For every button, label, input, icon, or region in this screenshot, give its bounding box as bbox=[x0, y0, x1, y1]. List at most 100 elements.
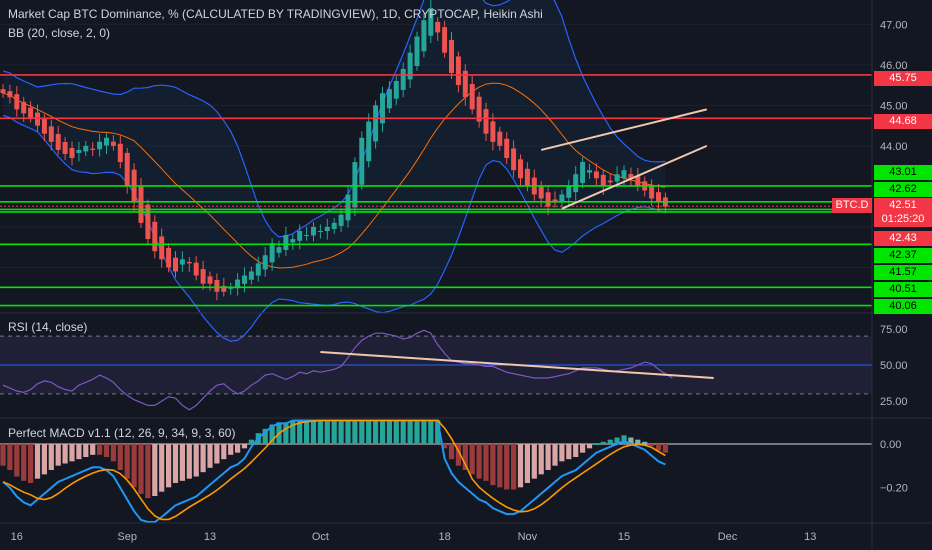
candle-body bbox=[511, 148, 517, 171]
macd-histogram-bar bbox=[324, 420, 330, 444]
candle-body bbox=[14, 94, 20, 110]
macd-histogram-bar bbox=[90, 444, 96, 455]
candle-body bbox=[62, 142, 68, 154]
macd-histogram-bar bbox=[359, 420, 365, 444]
macd-histogram-bar bbox=[614, 437, 620, 444]
chart-title: Market Cap BTC Dominance, % (CALCULATED … bbox=[8, 7, 543, 21]
candle-body bbox=[124, 152, 130, 187]
price-badge: 43.01 bbox=[874, 165, 932, 180]
candle-body bbox=[504, 138, 510, 159]
candle-body bbox=[311, 226, 316, 236]
macd-histogram-bar bbox=[462, 444, 468, 470]
candle-body bbox=[21, 101, 27, 114]
price-tick-label: 45.00 bbox=[880, 100, 908, 112]
rsi-pane bbox=[0, 329, 872, 411]
time-tick-label: Oct bbox=[312, 531, 329, 543]
rsi-legend[interactable]: RSI (14, close) bbox=[8, 320, 88, 334]
candle-body bbox=[628, 174, 634, 179]
candle-body bbox=[290, 239, 296, 243]
candle-body bbox=[242, 275, 247, 284]
candle-body bbox=[193, 262, 199, 276]
macd-histogram-bar bbox=[214, 444, 220, 464]
macd-histogram-bar bbox=[455, 444, 461, 466]
macd-histogram-bar bbox=[41, 444, 47, 475]
macd-histogram-bar bbox=[131, 444, 137, 488]
macd-histogram-bar bbox=[138, 444, 144, 494]
macd-histogram-bar bbox=[145, 444, 151, 499]
price-badge: 41.57 bbox=[874, 265, 932, 280]
macd-histogram-bar bbox=[642, 441, 648, 444]
candle-body bbox=[117, 143, 123, 163]
macd-histogram-bar bbox=[248, 439, 254, 444]
price-badge: 42.51 bbox=[874, 198, 932, 213]
candle-body bbox=[435, 21, 441, 33]
wedge-lower-trendline bbox=[561, 144, 708, 210]
candle-body bbox=[428, 8, 434, 36]
macd-histogram-bar bbox=[28, 444, 34, 483]
candle-body bbox=[338, 214, 344, 226]
candle-body bbox=[41, 119, 47, 134]
price-badge: 45.75 bbox=[874, 71, 932, 86]
macd-histogram-bar bbox=[545, 444, 551, 470]
candle-body bbox=[173, 257, 178, 272]
candle-body bbox=[90, 148, 96, 150]
candle-body bbox=[331, 222, 337, 229]
macd-histogram-bar bbox=[573, 444, 579, 457]
macd-axis: 0.00 −0.20 bbox=[880, 439, 908, 494]
candle-body bbox=[352, 162, 358, 208]
candle-body bbox=[518, 159, 523, 179]
macd-histogram-bar bbox=[186, 444, 192, 479]
macd-histogram-bar bbox=[373, 420, 379, 444]
candle-body bbox=[221, 285, 227, 292]
macd-histogram-bar bbox=[317, 420, 323, 444]
macd-histogram-bar bbox=[559, 444, 565, 462]
macd-histogram-bar bbox=[407, 420, 413, 444]
candle-body bbox=[69, 147, 75, 159]
candle-body bbox=[559, 194, 565, 202]
macd-histogram-bar bbox=[152, 444, 158, 496]
macd-histogram-bar bbox=[662, 444, 668, 453]
candle-body bbox=[476, 96, 482, 122]
price-badge: 40.06 bbox=[874, 299, 932, 314]
time-tick-label: 13 bbox=[804, 531, 816, 543]
candle-body bbox=[497, 131, 503, 146]
rsi-line bbox=[2, 329, 673, 411]
macd-histogram-bar bbox=[421, 420, 427, 444]
macd-histogram-bar bbox=[235, 444, 241, 453]
macd-histogram-bar bbox=[655, 444, 662, 451]
macd-histogram-bar bbox=[331, 420, 337, 444]
macd-histogram-bar bbox=[414, 420, 420, 444]
candle-body bbox=[380, 93, 385, 124]
candle-body bbox=[304, 235, 310, 237]
macd-histogram-bar bbox=[511, 444, 517, 490]
bb-upper-line bbox=[2, 0, 666, 238]
macd-legend[interactable]: Perfect MACD v1.1 (12, 26, 9, 34, 9, 3, … bbox=[8, 426, 236, 440]
candle-body bbox=[462, 70, 468, 98]
macd-histogram-bar bbox=[228, 444, 234, 455]
wedge-upper-trendline bbox=[540, 108, 708, 151]
time-tick-label: Dec bbox=[718, 531, 738, 543]
candle-body bbox=[386, 89, 392, 109]
macd-histogram-bar bbox=[283, 422, 289, 444]
macd-histogram-bar bbox=[386, 420, 392, 444]
macd-histogram-bar bbox=[538, 444, 544, 475]
bb-legend[interactable]: BB (20, close, 2, 0) bbox=[8, 26, 111, 40]
macd-histogram-bar bbox=[310, 420, 317, 444]
macd-histogram-bar bbox=[97, 444, 103, 455]
macd-histogram-bar bbox=[504, 444, 510, 490]
candle-body bbox=[152, 221, 158, 252]
macd-pane bbox=[0, 419, 872, 523]
candle-body bbox=[317, 230, 323, 232]
macd-histogram-bar bbox=[103, 444, 110, 457]
candle-body bbox=[159, 236, 165, 260]
candle-body bbox=[235, 279, 241, 289]
candle-body bbox=[490, 121, 496, 142]
macd-signal-line bbox=[2, 419, 666, 521]
macd-histogram-bar bbox=[269, 424, 275, 444]
macd-histogram-bar bbox=[159, 444, 165, 492]
candle-body bbox=[207, 276, 213, 284]
macd-histogram-bar bbox=[524, 444, 530, 483]
candle-body bbox=[97, 141, 103, 150]
candle-body bbox=[255, 263, 261, 276]
